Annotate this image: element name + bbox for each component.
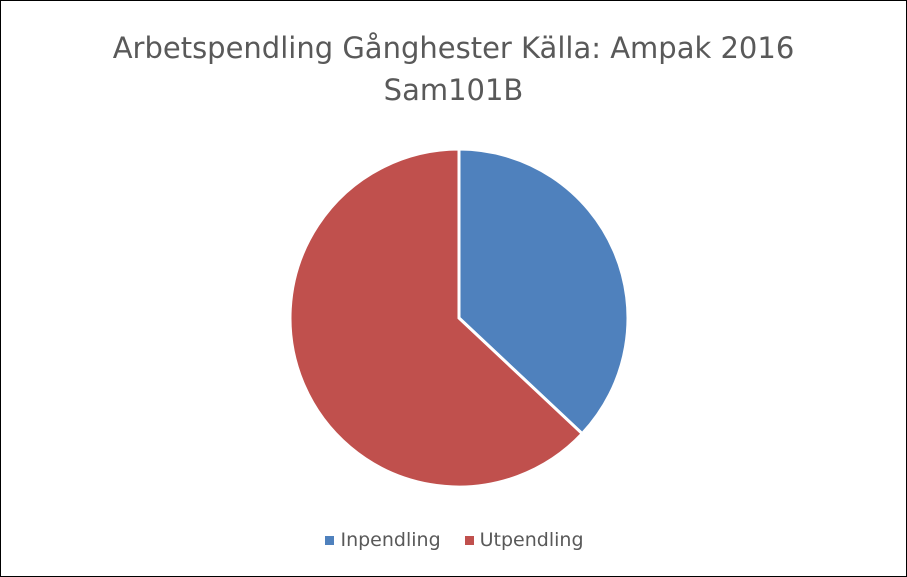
pie-slice	[457, 147, 630, 436]
legend-entry: Inpendling	[325, 529, 441, 551]
legend-label: Inpendling	[340, 529, 441, 551]
pie-slice	[288, 147, 585, 489]
legend: Inpendling Utpendling	[1, 529, 907, 551]
legend-label: Utpendling	[479, 529, 584, 551]
legend-swatch	[464, 536, 474, 545]
legend-swatch	[325, 536, 335, 545]
legend-entry: Utpendling	[464, 529, 584, 551]
chart-title: Arbetspendling Gånghester Källa: Ampak 2…	[112, 31, 795, 107]
